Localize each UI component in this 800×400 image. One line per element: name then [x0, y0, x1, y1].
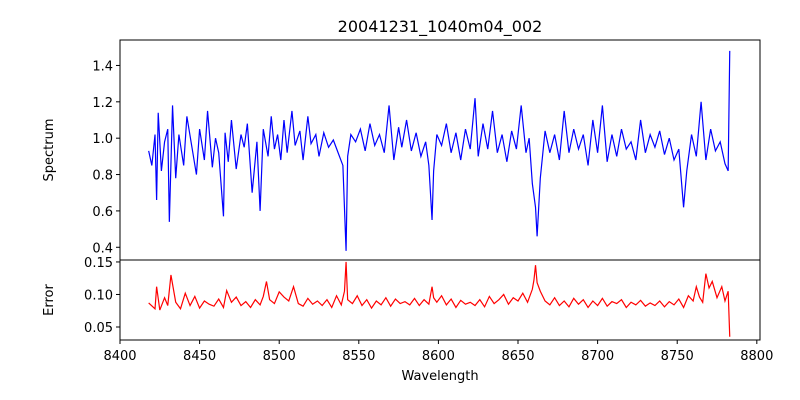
spectrum-y-axis-label: Spectrum: [42, 119, 57, 182]
x-tick-label: 8700: [581, 349, 614, 364]
x-tick-label: 8600: [422, 349, 455, 364]
x-tick-label: 8650: [501, 349, 534, 364]
x-tick-label: 8400: [103, 349, 136, 364]
x-ticks: 8400 8450 8500 8550 8600 8650 8700 8750 8800: [103, 340, 773, 364]
error-y-tick-label: 0.05: [84, 321, 113, 336]
x-tick-label: 8450: [183, 349, 216, 364]
error-panel: 0.05 0.10 0.15 Error: [42, 256, 761, 341]
spectrum-y-tick-label: 0.8: [92, 169, 113, 184]
error-y-tick-label: 0.15: [84, 256, 113, 271]
spectrum-y-tick-label: 1.4: [92, 59, 113, 74]
error-y-ticks: 0.05 0.10 0.15: [84, 256, 120, 336]
spectrum-y-tick-label: 1.2: [92, 96, 113, 111]
spectrum-y-tick-label: 0.4: [92, 241, 113, 256]
error-series-line: [148, 261, 731, 337]
x-tick-label: 8750: [661, 349, 694, 364]
spectrum-panel: 0.4 0.6 0.8 1.0 1.2 1.4 Spectrum: [42, 39, 761, 261]
spectrum-y-ticks: 0.4 0.6 0.8 1.0 1.2 1.4: [92, 59, 120, 256]
x-tick-label: 8500: [263, 349, 296, 364]
x-tick-label: 8800: [740, 349, 773, 364]
error-plot-frame: [119, 259, 761, 341]
spectrum-series-line: [148, 50, 731, 251]
chart-title: 20041231_1040m04_002: [338, 17, 543, 37]
error-y-axis-label: Error: [42, 284, 57, 316]
x-axis-label: Wavelength: [401, 369, 478, 384]
x-tick-label: 8550: [342, 349, 375, 364]
spectrum-y-tick-label: 0.6: [92, 205, 113, 220]
spectrum-y-tick-label: 1.0: [92, 132, 113, 147]
error-y-tick-label: 0.10: [84, 288, 113, 303]
